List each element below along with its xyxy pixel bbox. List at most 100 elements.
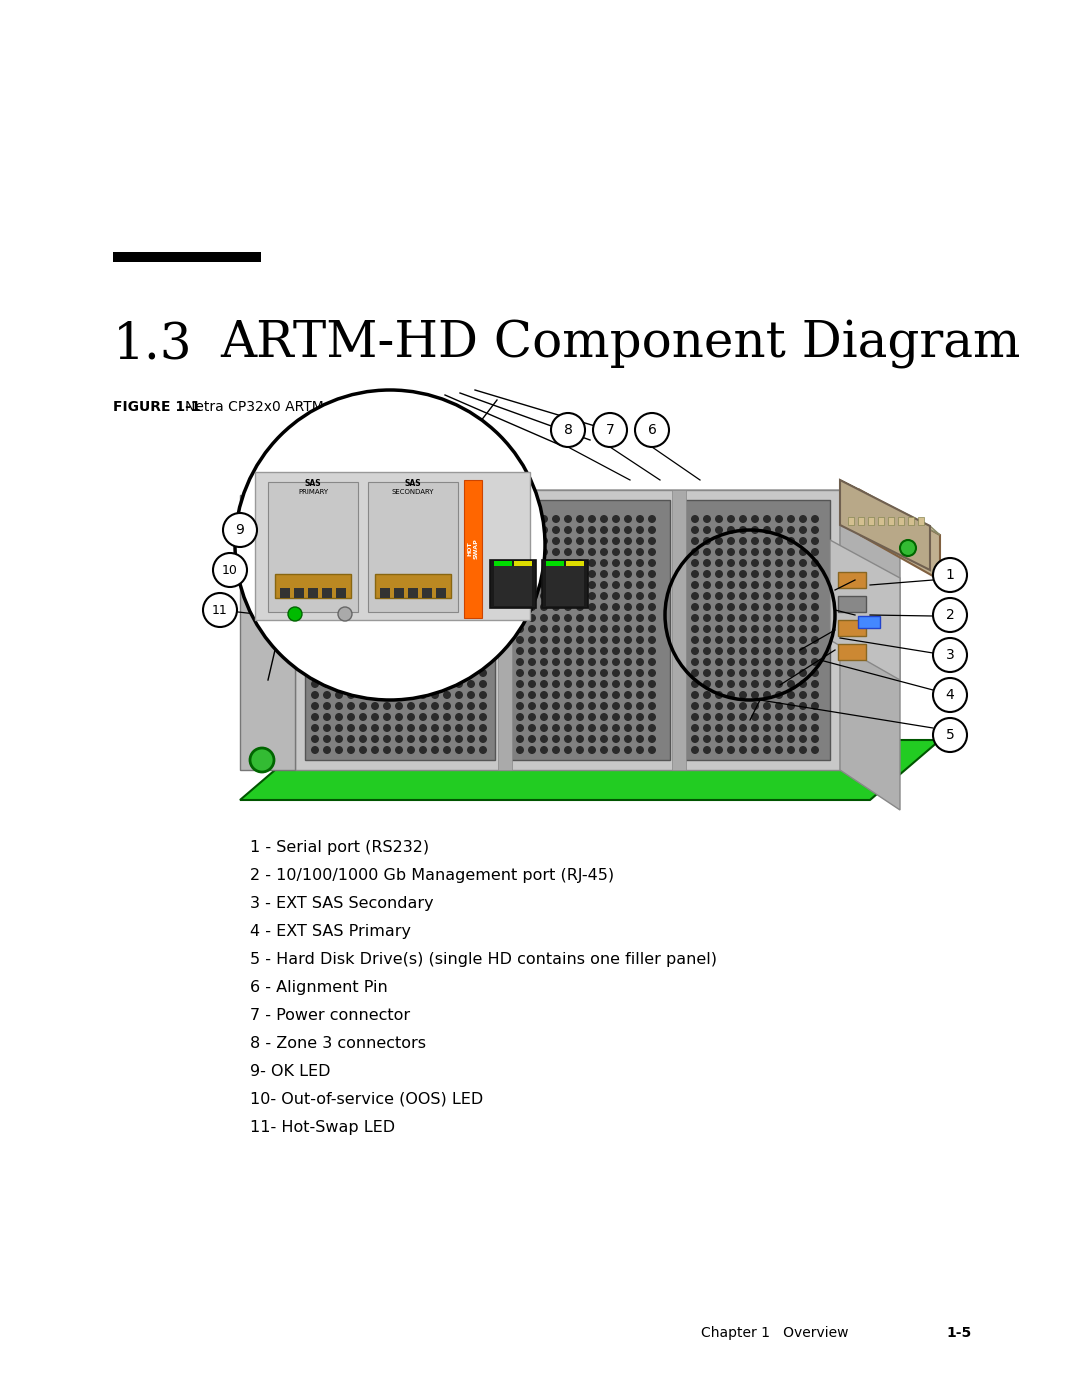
Circle shape: [762, 746, 771, 754]
Circle shape: [648, 548, 656, 556]
Circle shape: [612, 647, 620, 655]
Circle shape: [691, 746, 699, 754]
Circle shape: [600, 624, 608, 633]
Circle shape: [564, 536, 572, 545]
Circle shape: [347, 647, 355, 655]
Circle shape: [787, 692, 795, 698]
Circle shape: [636, 570, 644, 578]
Circle shape: [455, 615, 463, 622]
Circle shape: [540, 746, 548, 754]
Circle shape: [516, 604, 524, 610]
Circle shape: [431, 680, 438, 687]
Circle shape: [528, 692, 536, 698]
Circle shape: [703, 746, 711, 754]
Circle shape: [762, 724, 771, 732]
Circle shape: [648, 515, 656, 522]
Circle shape: [516, 703, 524, 710]
Circle shape: [576, 559, 584, 567]
Circle shape: [799, 527, 807, 534]
Circle shape: [419, 536, 427, 545]
Circle shape: [799, 658, 807, 666]
Circle shape: [775, 615, 783, 622]
Circle shape: [467, 570, 475, 578]
Bar: [897, 517, 904, 525]
Circle shape: [648, 636, 656, 644]
Circle shape: [787, 581, 795, 590]
Circle shape: [715, 570, 723, 578]
Bar: [542, 560, 588, 608]
Bar: [394, 588, 404, 598]
Bar: [672, 490, 686, 770]
Circle shape: [311, 735, 319, 743]
Bar: [510, 500, 670, 760]
Circle shape: [762, 712, 771, 721]
Circle shape: [516, 636, 524, 644]
Circle shape: [395, 746, 403, 754]
Circle shape: [600, 559, 608, 567]
Circle shape: [787, 712, 795, 721]
Circle shape: [600, 680, 608, 687]
Circle shape: [372, 515, 379, 522]
Circle shape: [811, 527, 819, 534]
Circle shape: [624, 604, 632, 610]
Circle shape: [751, 636, 759, 644]
Circle shape: [775, 515, 783, 522]
Circle shape: [383, 527, 391, 534]
Circle shape: [703, 658, 711, 666]
Circle shape: [323, 735, 330, 743]
Bar: [113, 251, 261, 263]
Circle shape: [407, 581, 415, 590]
Circle shape: [395, 703, 403, 710]
Circle shape: [691, 692, 699, 698]
Circle shape: [600, 570, 608, 578]
Circle shape: [727, 615, 735, 622]
Circle shape: [335, 527, 343, 534]
Circle shape: [455, 515, 463, 522]
Circle shape: [787, 570, 795, 578]
Circle shape: [431, 592, 438, 599]
Circle shape: [443, 712, 451, 721]
Circle shape: [799, 680, 807, 687]
Circle shape: [787, 515, 795, 522]
Bar: [490, 560, 536, 608]
Circle shape: [600, 604, 608, 610]
Circle shape: [588, 647, 596, 655]
Circle shape: [347, 548, 355, 556]
Circle shape: [612, 735, 620, 743]
Circle shape: [588, 735, 596, 743]
Circle shape: [540, 724, 548, 732]
Circle shape: [552, 680, 561, 687]
Circle shape: [624, 692, 632, 698]
Circle shape: [467, 527, 475, 534]
Circle shape: [528, 669, 536, 678]
Text: SAS: SAS: [405, 479, 421, 488]
Circle shape: [727, 746, 735, 754]
Circle shape: [431, 658, 438, 666]
Circle shape: [347, 581, 355, 590]
Circle shape: [715, 735, 723, 743]
Polygon shape: [840, 481, 940, 535]
Circle shape: [372, 536, 379, 545]
Circle shape: [443, 669, 451, 678]
Text: 4: 4: [946, 687, 955, 703]
Circle shape: [799, 624, 807, 633]
Circle shape: [811, 548, 819, 556]
Circle shape: [443, 703, 451, 710]
Circle shape: [256, 504, 268, 515]
Circle shape: [443, 658, 451, 666]
Circle shape: [703, 548, 711, 556]
Circle shape: [691, 581, 699, 590]
Circle shape: [552, 615, 561, 622]
Circle shape: [311, 515, 319, 522]
Circle shape: [787, 703, 795, 710]
Circle shape: [383, 658, 391, 666]
Circle shape: [395, 647, 403, 655]
Circle shape: [372, 615, 379, 622]
Circle shape: [588, 712, 596, 721]
Circle shape: [775, 536, 783, 545]
Circle shape: [762, 669, 771, 678]
Circle shape: [335, 703, 343, 710]
Circle shape: [372, 592, 379, 599]
Circle shape: [335, 548, 343, 556]
Circle shape: [516, 712, 524, 721]
